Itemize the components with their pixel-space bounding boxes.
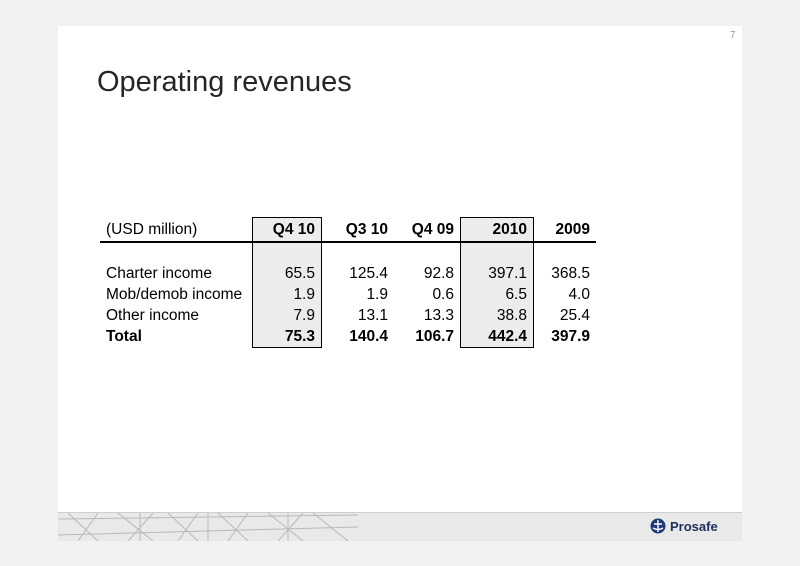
column-header: 2010 [460, 217, 534, 243]
page-title: Operating revenues [97, 66, 352, 98]
table-cell: 25.4 [559, 307, 590, 324]
table-cell: 397.9 [551, 328, 590, 346]
table-cell: 75.3 [252, 326, 322, 348]
logo-text: Prosafe [670, 518, 718, 534]
table-cell: 397.1 [460, 263, 534, 284]
table-cell: 6.5 [460, 284, 534, 305]
prosafe-logo: Prosafe [650, 516, 718, 536]
table-cell: 7.9 [252, 305, 322, 326]
footer-band [58, 512, 742, 541]
table-cell: 65.5 [252, 263, 322, 284]
table-cell: 92.8 [423, 265, 454, 282]
table-row: Charter income 65.5 125.4 92.8 397.1 368… [100, 263, 596, 284]
total-row: Total 75.3 140.4 106.7 442.4 397.9 [100, 326, 596, 348]
table-cell: 1.9 [366, 286, 388, 303]
table-row: Mob/demob income 1.9 1.9 0.6 6.5 4.0 [100, 284, 596, 305]
column-header: Q3 10 [321, 217, 394, 243]
table-header-row: (USD million) Q4 10 Q3 10 Q4 09 2010 200… [100, 217, 596, 243]
table-cell: 125.4 [349, 265, 388, 282]
page-number: 7 [730, 30, 736, 41]
column-header: 2009 [533, 217, 596, 243]
row-label: Other income [106, 307, 200, 324]
column-header: Q4 10 [252, 217, 322, 243]
unit-label: (USD million) [100, 217, 253, 243]
spacer-row [100, 242, 596, 263]
table-cell: 1.9 [252, 284, 322, 305]
row-label: Mob/demob income [106, 286, 243, 303]
rig-structure-pattern [58, 513, 358, 541]
slide [58, 26, 742, 540]
prosafe-logo-icon [650, 518, 666, 534]
table-cell: 4.0 [568, 286, 590, 303]
row-label: Charter income [106, 265, 212, 282]
table-cell: 38.8 [460, 305, 534, 326]
column-header: Q4 09 [394, 217, 461, 243]
table-cell: 140.4 [349, 328, 388, 346]
table-cell: 442.4 [460, 326, 534, 348]
table-cell: 0.6 [432, 286, 454, 303]
table-cell: 106.7 [415, 328, 454, 346]
table-cell: 368.5 [551, 265, 590, 282]
row-label: Total [106, 328, 142, 346]
revenue-table: (USD million) Q4 10 Q3 10 Q4 09 2010 200… [100, 217, 596, 348]
table-cell: 13.3 [423, 307, 454, 324]
table-row: Other income 7.9 13.1 13.3 38.8 25.4 [100, 305, 596, 326]
table-cell: 13.1 [357, 307, 388, 324]
